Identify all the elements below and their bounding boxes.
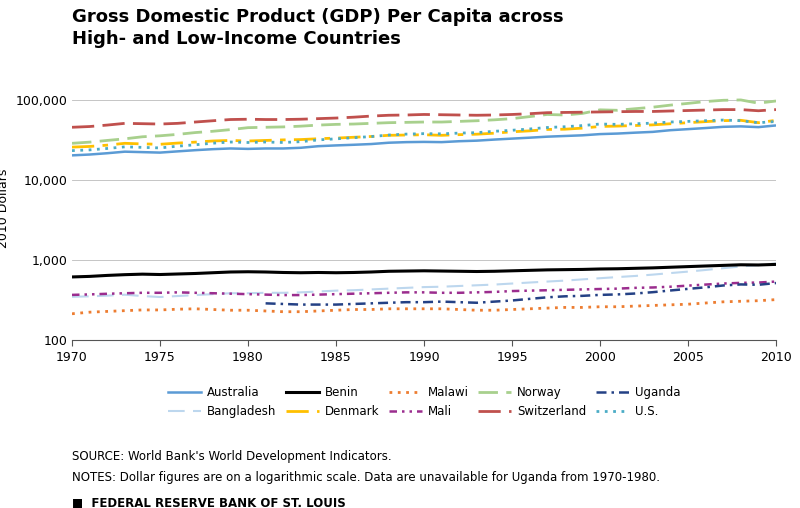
Text: ■  FEDERAL RESERVE BANK OF ST. LOUIS: ■ FEDERAL RESERVE BANK OF ST. LOUIS bbox=[72, 497, 346, 508]
Y-axis label: 2010 Dollars: 2010 Dollars bbox=[0, 169, 10, 248]
Text: Gross Domestic Product (GDP) Per Capita across
High- and Low-Income Countries: Gross Domestic Product (GDP) Per Capita … bbox=[72, 8, 564, 48]
Legend: Australia, Bangladesh, Benin, Denmark, Malawi, Mali, Norway, Switzerland, Uganda: Australia, Bangladesh, Benin, Denmark, M… bbox=[168, 386, 680, 418]
Text: NOTES: Dollar figures are on a logarithmic scale. Data are unavailable for Ugand: NOTES: Dollar figures are on a logarithm… bbox=[72, 471, 660, 485]
Text: SOURCE: World Bank's World Development Indicators.: SOURCE: World Bank's World Development I… bbox=[72, 450, 392, 463]
